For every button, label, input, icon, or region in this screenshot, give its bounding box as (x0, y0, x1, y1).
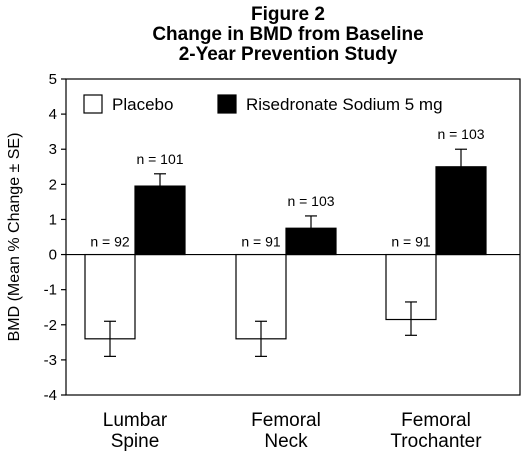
title-line-2: Change in BMD from Baseline (152, 24, 423, 45)
y-tick-label: 0 (49, 247, 57, 264)
y-axis: 5 4 3 2 1 0 -1 -2 -3 -4 (44, 71, 66, 404)
y-tick-label: 2 (49, 176, 57, 193)
error-bar (305, 215, 317, 242)
y-tick-label: -3 (44, 352, 57, 369)
category-label-femoral-trochanter: Femoral (401, 410, 471, 431)
sample-size-label: n = 103 (287, 193, 334, 209)
category-label-lumbar-spine: Spine (111, 431, 160, 452)
legend-swatch-risedronate (217, 94, 237, 114)
y-axis-label: BMD (Mean % Change ± SE) (6, 133, 23, 342)
y-tick-label: 3 (49, 141, 57, 158)
y-tick-label: 5 (49, 71, 57, 88)
title-line-1: Figure 2 (251, 4, 325, 25)
error-bar (154, 173, 166, 199)
plot-border (65, 78, 521, 396)
y-tick-label: 1 (49, 211, 57, 228)
error-bar (455, 148, 467, 185)
sample-size-label: n = 101 (136, 151, 183, 167)
y-tick-label: -2 (44, 317, 57, 334)
error-bar (104, 320, 116, 357)
y-tick-label: -4 (44, 387, 57, 404)
category-label-lumbar-spine: Lumbar (103, 410, 168, 431)
bars: n = 92 n = 91 n = 91 n = 101 n = 103 n = 103 (84, 126, 487, 357)
error-bar (255, 320, 267, 357)
title-line-3: 2-Year Prevention Study (179, 44, 398, 65)
legend-swatch-placebo (83, 94, 103, 114)
legend: Placebo Risedronate Sodium 5 mg (83, 94, 443, 114)
y-tick-label: 4 (49, 106, 57, 123)
legend-label-placebo: Placebo (112, 95, 173, 114)
legend-label-risedronate: Risedronate Sodium 5 mg (246, 95, 443, 114)
category-label-femoral-trochanter: Trochanter (390, 431, 482, 452)
category-label-femoral-neck: Femoral (251, 410, 321, 431)
category-label-femoral-neck: Neck (264, 431, 308, 452)
error-bar (405, 301, 417, 336)
sample-size-label: n = 91 (391, 234, 431, 250)
sample-size-label: n = 92 (90, 234, 130, 250)
y-tick-label: -1 (44, 282, 57, 299)
sample-size-label: n = 91 (241, 234, 281, 250)
sample-size-label: n = 103 (437, 126, 484, 142)
